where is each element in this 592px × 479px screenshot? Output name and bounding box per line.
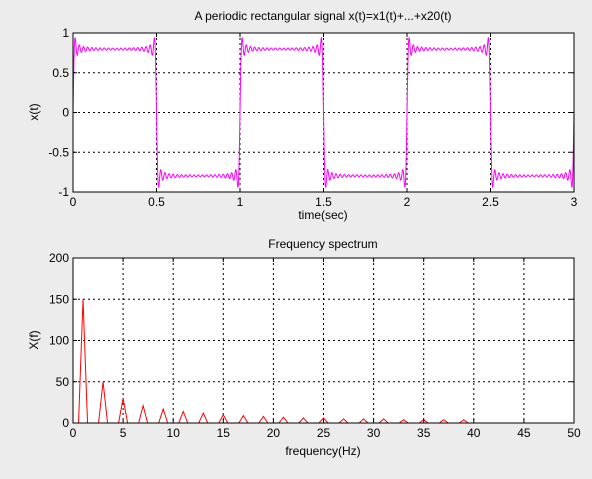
signal-x-tick-label: 0 — [70, 195, 77, 209]
signal-y-tick-label: -0.5 — [48, 145, 69, 159]
spectrum-x-axis-label: frequency(Hz) — [285, 444, 360, 458]
signal-x-tick-label: 1 — [237, 195, 244, 209]
signal-x-tick-label: 1.5 — [315, 195, 332, 209]
signal-ticks: 0 0.5 1 1.5 2 2.5 3 -1 -0.5 0 0.5 1 — [48, 26, 577, 209]
signal-y-axis-label: x(t) — [27, 103, 41, 120]
signal-plot: 0 0.5 1 1.5 2 2.5 3 -1 -0.5 0 0.5 1 A periodic rect… — [27, 9, 578, 222]
spectrum-plot-title: Frequency spectrum — [268, 237, 377, 251]
signal-x-tick-label: 3 — [571, 195, 578, 209]
spectrum-y-tick-label: 50 — [56, 375, 70, 389]
signal-x-tick-label: 2 — [404, 195, 411, 209]
spectrum-grid — [73, 258, 574, 423]
signal-plot-title: A periodic rectangular signal x(t)=x1(t)… — [194, 9, 451, 23]
spectrum-x-tick-label: 25 — [317, 426, 331, 440]
spectrum-peaks — [83, 299, 464, 420]
signal-x-tick-label: 2.5 — [482, 195, 499, 209]
spectrum-y-tick-label: 0 — [62, 416, 69, 430]
signal-y-tick-label: -1 — [58, 185, 69, 199]
spectrum-plot: 0 5 10 15 20 25 30 35 40 45 50 0 50 100 150 200 Frequen… — [27, 237, 581, 458]
spectrum-y-tick-label: 150 — [49, 292, 69, 306]
signal-x-axis-label: time(sec) — [298, 208, 347, 222]
spectrum-y-axis-label: X(f) — [27, 330, 41, 349]
signal-plot-clip — [72, 37, 575, 188]
signal-series-line — [72, 37, 575, 188]
signal-x-tick-label: 0.5 — [148, 195, 165, 209]
spectrum-x-tick-label: 15 — [217, 426, 231, 440]
signal-y-tick-label: 0 — [62, 106, 69, 120]
spectrum-y-tick-label: 100 — [49, 334, 69, 348]
spectrum-x-tick-label: 10 — [167, 426, 181, 440]
spectrum-x-tick-label: 40 — [467, 426, 481, 440]
spectrum-ticks: 0 5 10 15 20 25 30 35 40 45 50 0 50 100 150 200 — [49, 251, 581, 440]
spectrum-x-tick-label: 0 — [70, 426, 77, 440]
spectrum-y-tick-label: 200 — [49, 251, 69, 265]
spectrum-x-tick-label: 20 — [267, 426, 281, 440]
spectrum-x-tick-label: 35 — [417, 426, 431, 440]
spectrum-x-tick-label: 30 — [367, 426, 381, 440]
signal-y-tick-label: 1 — [62, 26, 69, 40]
spectrum-x-tick-label: 50 — [567, 426, 581, 440]
spectrum-x-tick-label: 45 — [517, 426, 531, 440]
spectrum-x-tick-label: 5 — [120, 426, 127, 440]
signal-y-tick-label: 0.5 — [52, 66, 69, 80]
